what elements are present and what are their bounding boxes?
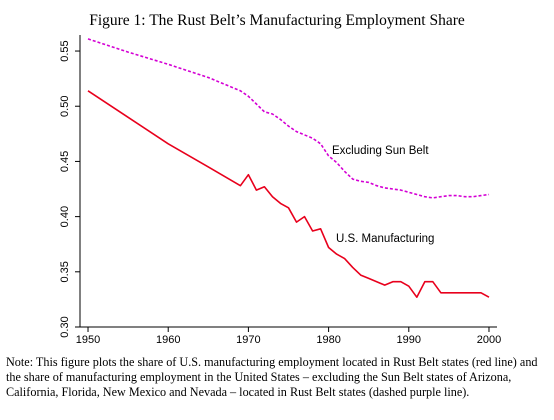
x-tick-label: 1950 [76,334,100,346]
y-tick-label: 0.45 [59,151,71,172]
x-tick-label: 1980 [316,334,340,346]
y-tick-label: 0.35 [59,261,71,282]
x-tick-label: 1960 [156,334,180,346]
x-tick-label: 2000 [477,334,501,346]
label-us-manufacturing: U.S. Manufacturing [336,233,434,245]
series-excluding-sun-belt-line [87,38,490,199]
figure-note: Note: This figure plots the share of U.S… [6,355,538,400]
series-us-manufacturing-line [87,90,490,298]
y-tick-label: 0.50 [59,96,71,117]
x-tick-label: 1970 [236,334,260,346]
label-excluding-sun-belt: Excluding Sun Belt [332,145,429,157]
chart-title: Figure 1: The Rust Belt’s Manufacturing … [89,12,465,29]
series-labels: Excluding Sun Belt U.S. Manufacturing [332,145,434,245]
y-tick-label: 0.40 [59,206,71,227]
series-layer [87,38,490,298]
axes: 1950 1960 1970 1980 1990 2000 0.30 0.35 0.40 0.45… [59,35,501,346]
y-tick-label: 0.55 [59,40,71,61]
line-chart: 1950 1960 1970 1980 1990 2000 0.30 0.35 0.40 0.45… [59,35,501,346]
y-tick-label: 0.30 [59,316,71,337]
x-tick-label: 1990 [397,334,421,346]
